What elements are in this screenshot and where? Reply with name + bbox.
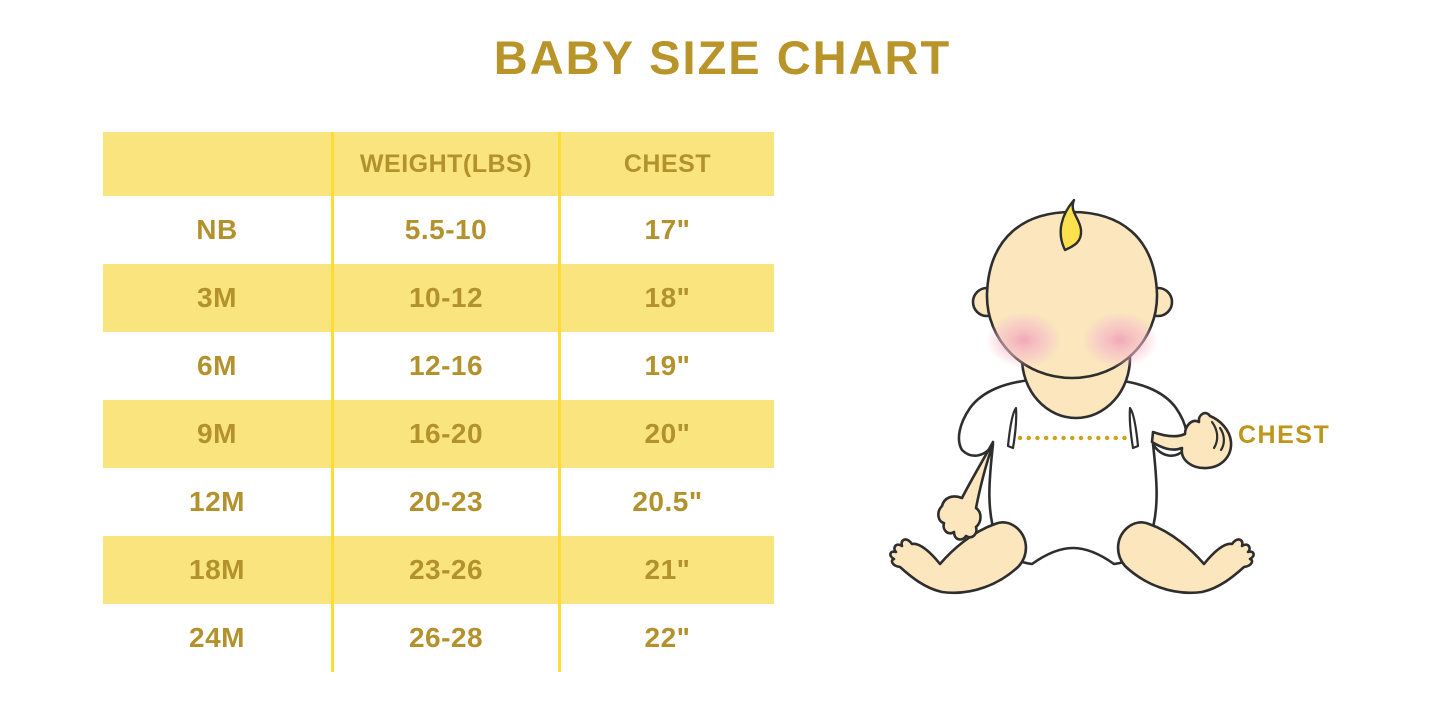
table-cell: 12-16: [331, 332, 558, 400]
baby-illustration: [889, 198, 1255, 595]
table-cell: 20": [558, 400, 774, 468]
table-cell: 9M: [103, 400, 331, 468]
baby-left-arm: [937, 440, 995, 541]
baby-right-cheek: [1082, 312, 1158, 368]
table-cell: 26-28: [331, 604, 558, 672]
baby-left-leg: [889, 521, 1028, 595]
page-title: BABY SIZE CHART: [493, 31, 952, 84]
baby-hair-curl: [1059, 198, 1083, 252]
table-cell: 22": [558, 604, 774, 672]
table-cell: 3M: [103, 264, 331, 332]
table-cell: 19": [558, 332, 774, 400]
chest-label: CHEST: [1238, 421, 1331, 449]
header-cell-weight: WEIGHT(LBS): [331, 132, 558, 196]
table-cell: 16-20: [331, 400, 558, 468]
right-sleeve-fold: [1128, 406, 1140, 450]
size-table: WEIGHT(LBS) CHEST NB 5.5-10 17" 3M 10-12…: [103, 132, 774, 672]
table-cell: 6M: [103, 332, 331, 400]
table-cell: 5.5-10: [331, 196, 558, 264]
baby-fist-finger-lines: [1210, 420, 1225, 452]
table-cell: 21": [558, 536, 774, 604]
table-cell: 10-12: [331, 264, 558, 332]
table-cell: 17": [558, 196, 774, 264]
table-cell: 20-23: [331, 468, 558, 536]
baby-left-cheek: [986, 312, 1062, 368]
table-cell: 23-26: [331, 536, 558, 604]
table-cell: 18M: [103, 536, 331, 604]
baby-right-arm: [1150, 411, 1233, 470]
header-cell-size: [103, 132, 331, 196]
left-sleeve-fold: [1006, 406, 1018, 450]
table-cell: NB: [103, 196, 331, 264]
table-cell: 12M: [103, 468, 331, 536]
table-cell: 18": [558, 264, 774, 332]
baby-right-leg: [1116, 521, 1255, 595]
header-cell-chest: CHEST: [558, 132, 774, 196]
table-cell: 24M: [103, 604, 331, 672]
table-cell: 20.5": [558, 468, 774, 536]
